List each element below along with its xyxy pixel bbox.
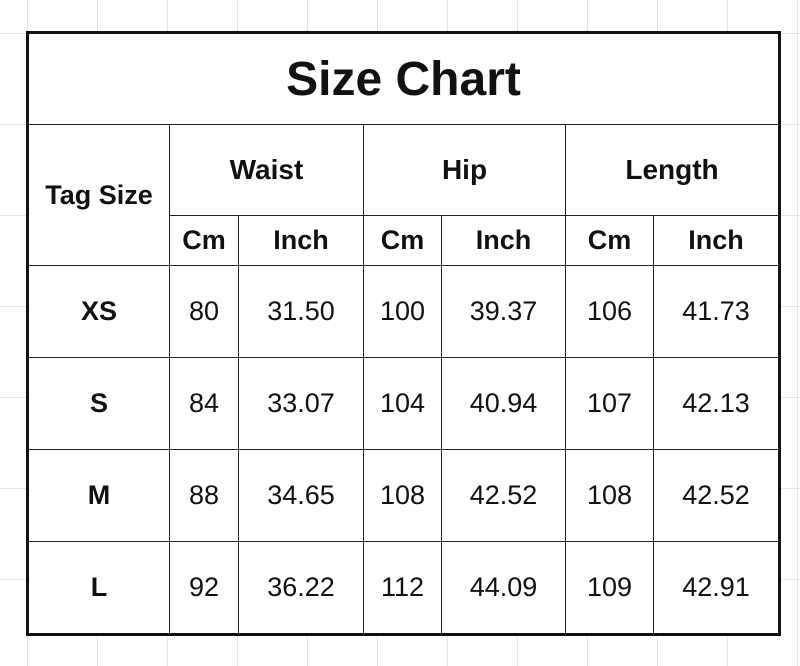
header-unit: Inch [238,215,364,266]
value-cell: 88 [169,449,239,542]
value-cell: 39.37 [441,265,566,358]
header-waist: Waist [169,124,364,216]
value-cell: 40.94 [441,357,566,450]
value-cell: 107 [565,357,654,450]
value-cell: 100 [363,265,442,358]
value-cell: 34.65 [238,449,364,542]
tag-size-cell: M [27,449,170,542]
value-cell: 42.52 [441,449,566,542]
header-length: Length [565,124,780,216]
value-cell: 109 [565,541,654,635]
value-cell: 42.13 [653,357,780,450]
tag-size-cell: S [27,357,170,450]
value-cell: 31.50 [238,265,364,358]
value-cell: 108 [565,449,654,542]
value-cell: 112 [363,541,442,635]
value-cell: 42.52 [653,449,780,542]
table-row: L 92 36.22 112 44.09 109 42.91 [27,541,780,635]
header-hip: Hip [363,124,566,216]
value-cell: 92 [169,541,239,635]
header-unit: Cm [363,215,442,266]
header-unit: Cm [565,215,654,266]
value-cell: 33.07 [238,357,364,450]
size-chart-table: Size Chart Tag Size Waist Hip Length Cm … [26,31,781,636]
value-cell: 44.09 [441,541,566,635]
header-unit: Inch [653,215,780,266]
value-cell: 108 [363,449,442,542]
table-row: XS 80 31.50 100 39.37 106 41.73 [27,265,780,358]
header-unit: Inch [441,215,566,266]
value-cell: 106 [565,265,654,358]
table-row: S 84 33.07 104 40.94 107 42.13 [27,357,780,450]
value-cell: 80 [169,265,239,358]
table-title: Size Chart [27,32,780,125]
tag-size-cell: L [27,541,170,635]
value-cell: 36.22 [238,541,364,635]
value-cell: 42.91 [653,541,780,635]
header-unit: Cm [169,215,239,266]
header-tag-size: Tag Size [27,124,170,266]
value-cell: 104 [363,357,442,450]
value-cell: 41.73 [653,265,780,358]
table-row: M 88 34.65 108 42.52 108 42.52 [27,449,780,542]
tag-size-cell: XS [27,265,170,358]
value-cell: 84 [169,357,239,450]
